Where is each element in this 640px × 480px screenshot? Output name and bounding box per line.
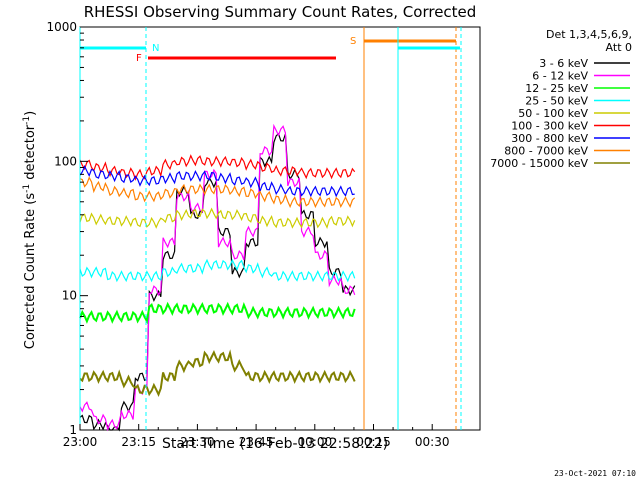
legend-label: 50 - 100 keV (518, 107, 588, 120)
series-line-5 (79, 207, 356, 230)
series-line-2 (79, 123, 356, 432)
footer-date: 23-Oct-2021 07:10 (554, 469, 636, 478)
x-tick-label: 23:45 (239, 435, 274, 449)
axes-layer: 23:00 23:15 23:30 23:45 00:00 00:15 00:30 1 10 10… (46, 20, 449, 449)
y-axis-label-part3: ) (23, 111, 38, 116)
x-tick-label: 23:00 (63, 435, 98, 449)
y-tick-label: 1000 (46, 20, 77, 34)
chart-title: RHESSI Observing Summary Count Rates, Co… (84, 3, 477, 21)
legend-label: 6 - 12 keV (532, 70, 588, 83)
legend-label: 7000 - 15000 keV (490, 157, 588, 170)
y-axis-label-part1: Corrected Count Rate (s (23, 193, 38, 350)
legend-label: 25 - 50 keV (525, 95, 588, 108)
overlay-layer: NF S (79, 27, 462, 430)
series-line-4 (79, 258, 356, 283)
x-tick-label: 23:15 (121, 435, 156, 449)
y-axis-label-part2: detector (23, 124, 38, 184)
y-axis-label-sup1: -1 (22, 184, 32, 193)
legend-label: 12 - 25 keV (525, 82, 588, 95)
legend-label: 300 - 800 keV (511, 132, 588, 145)
x-axis-label: Start Time (16-Feb-13 22:58:22) (162, 436, 388, 452)
series-line-8 (79, 176, 356, 209)
y-tick-label: 10 (62, 289, 77, 303)
x-tick-label: 00:00 (298, 435, 333, 449)
x-tick-label: 00:15 (356, 435, 391, 449)
series-line-6 (79, 154, 356, 181)
x-tick-label: 00:30 (415, 435, 450, 449)
plot-frame (79, 26, 481, 431)
y-axis-label: Corrected Count Rate (s-1 detector-1) (22, 111, 38, 349)
series-layer (79, 123, 356, 432)
series-line-3 (79, 301, 356, 325)
legend-header-2: Att 0 (606, 41, 632, 54)
legend-label: 800 - 7000 keV (504, 145, 588, 158)
y-tick-label: 100 (54, 154, 77, 168)
legend-label: 100 - 300 keV (511, 120, 588, 133)
legend-header-1: Det 1,3,4,5,6,9, (546, 28, 632, 41)
x-tick-label: 23:30 (180, 435, 215, 449)
y-tick-label: 1 (69, 423, 77, 437)
y-axis-label-sup2: -1 (22, 116, 32, 125)
series-line-9 (79, 349, 356, 397)
marker-n: N (152, 43, 159, 54)
marker-s: S (350, 36, 356, 47)
legend-label: 3 - 6 keV (539, 57, 588, 70)
series-line-7 (79, 164, 355, 198)
marker-f: F (136, 53, 142, 64)
